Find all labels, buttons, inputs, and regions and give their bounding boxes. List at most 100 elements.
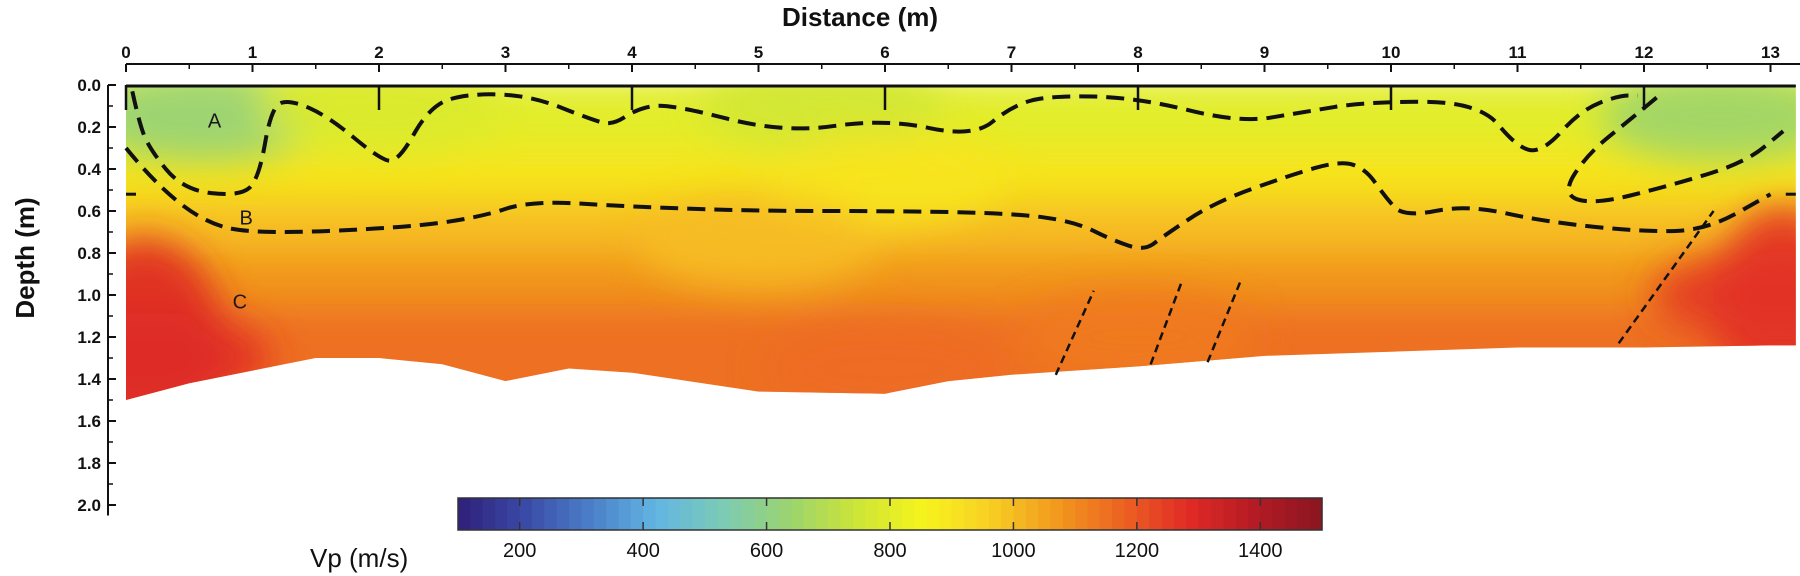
- colorbar-segment-49: [1062, 498, 1076, 530]
- colorbar-segment-41: [964, 498, 977, 530]
- y-axis-title: Depth (m): [10, 197, 40, 318]
- colorbar-segment-4: [507, 498, 521, 530]
- colorbar-segment-20: [704, 498, 718, 530]
- y-tick-label-8: 1.6: [77, 412, 101, 431]
- y-tick-label-6: 1.2: [77, 328, 101, 347]
- colorbar-segment-27: [791, 498, 805, 530]
- velocity-point-8: [765, 323, 1005, 400]
- colorbar-segment-53: [1112, 498, 1126, 530]
- colorbar-segment-45: [1013, 498, 1027, 530]
- colorbar-segment-29: [815, 498, 829, 530]
- colorbar-segment-52: [1099, 498, 1113, 530]
- x-tick-label-7: 7: [1007, 43, 1016, 62]
- colorbar-segment-13: [618, 498, 632, 530]
- colorbar-segment-19: [692, 498, 706, 530]
- colorbar-segment-57: [1161, 498, 1175, 530]
- colorbar-segment-62: [1223, 498, 1237, 530]
- fault-lines: [1054, 210, 1715, 376]
- velocity-point-4: [765, 134, 1005, 225]
- colorbar-tick-label-1: 400: [626, 540, 659, 562]
- axes: 0 1 2 3 4 5 6 7 8 9 10 11 12 13 0.00.20.40.60.81.01.2…: [77, 43, 1800, 516]
- colorbar-segment-44: [1001, 498, 1015, 530]
- colorbar-segment-30: [828, 498, 842, 530]
- colorbar-segment-69: [1309, 498, 1323, 530]
- y-tick-label-5: 1.0: [77, 286, 101, 305]
- colorbar-title: Vp (m/s): [310, 543, 408, 573]
- x-axis-ticks: 0 1 2 3 4 5 6 7 8 9 10 11 12 13: [121, 43, 1780, 72]
- colorbar-segment-67: [1284, 498, 1298, 530]
- colorbar-segment-50: [1075, 498, 1089, 530]
- x-tick-label-5: 5: [754, 43, 763, 62]
- y-tick-label-10: 2.0: [77, 496, 101, 515]
- colorbar-segment-33: [865, 498, 879, 530]
- colorbar-segment-47: [1038, 498, 1052, 530]
- fault-line-3: [1617, 210, 1715, 345]
- colorbar-segment-64: [1247, 498, 1261, 530]
- colorbar-segment-28: [803, 498, 817, 530]
- colorbar-segment-60: [1198, 498, 1212, 530]
- colorbar-segment-31: [840, 498, 854, 530]
- colorbar-segment-10: [581, 498, 595, 530]
- velocity-point-0: [126, 85, 322, 162]
- colorbar: 200 400 600 800 1000 1200 1400: [457, 497, 1323, 562]
- colorbar-segment-35: [890, 498, 903, 530]
- fault-line-1: [1149, 279, 1184, 365]
- x-tick-label-6: 6: [880, 43, 889, 62]
- x-tick-label-12: 12: [1635, 43, 1654, 62]
- colorbar-segment-40: [951, 498, 965, 530]
- interface-line-1: [1566, 96, 1785, 204]
- y-tick-label-9: 1.8: [77, 454, 101, 473]
- colorbar-segment-11: [593, 498, 607, 530]
- colorbar-segment-2: [482, 498, 496, 530]
- colorbar-tick-label-4: 1000: [991, 540, 1036, 562]
- colorbar-segment-17: [667, 498, 681, 530]
- colorbar-tick-label-0: 200: [503, 540, 536, 562]
- colorbar-segment-0: [458, 498, 471, 530]
- x-tick-label-2: 2: [374, 43, 383, 62]
- colorbar-segment-54: [1124, 498, 1138, 530]
- colorbar-segment-34: [877, 498, 891, 530]
- colorbar-segment-15: [643, 498, 657, 530]
- colorbar-segment-61: [1210, 498, 1224, 530]
- colorbar-segment-48: [1050, 498, 1064, 530]
- colorbar-segment-18: [680, 498, 694, 530]
- colorbar-segment-39: [939, 498, 953, 530]
- x-tick-label-13: 13: [1761, 43, 1780, 62]
- x-axis-title: Distance (m): [782, 2, 938, 32]
- x-tick-label-4: 4: [627, 43, 637, 62]
- colorbar-segment-14: [630, 498, 644, 530]
- colorbar-segment-38: [927, 498, 940, 530]
- colorbar-segment-12: [606, 498, 620, 530]
- layer-labels: A B C: [208, 111, 253, 314]
- x-tick-label-3: 3: [501, 43, 510, 62]
- colorbar-segment-63: [1235, 498, 1249, 530]
- colorbar-tick-label-6: 1400: [1238, 540, 1283, 562]
- velocity-section: [126, 85, 1796, 400]
- colorbar-segment-24: [754, 498, 768, 530]
- x-tick-label-10: 10: [1382, 43, 1401, 62]
- x-tick-label-8: 8: [1133, 43, 1142, 62]
- colorbar-segment-43: [988, 498, 1002, 530]
- colorbar-segment-9: [569, 498, 583, 530]
- velocity-edge-west: [126, 237, 225, 400]
- layer-interfaces: [124, 90, 1785, 250]
- colorbar-tick-label-5: 1200: [1115, 540, 1160, 562]
- colorbar-segment-16: [655, 498, 669, 530]
- x-tick-label-0: 0: [121, 43, 130, 62]
- x-tick-label-1: 1: [248, 43, 257, 62]
- receiver-markers: [124, 84, 1796, 196]
- y-tick-label-3: 0.6: [77, 202, 101, 221]
- colorbar-segment-8: [556, 498, 570, 530]
- colorbar-segment-68: [1297, 498, 1311, 530]
- velocity-point-1: [1599, 85, 1796, 162]
- layer-label-C: C: [233, 291, 247, 313]
- colorbar-segment-51: [1087, 498, 1101, 530]
- velocity-point-9: [1018, 292, 1258, 382]
- colorbar-segment-56: [1149, 498, 1163, 530]
- colorbar-segment-55: [1136, 498, 1150, 530]
- colorbar-segment-36: [902, 498, 916, 530]
- y-tick-label-1: 0.2: [77, 118, 101, 137]
- colorbar-segment-1: [470, 498, 484, 530]
- x-tick-label-9: 9: [1260, 43, 1269, 62]
- colorbar-segment-42: [976, 498, 990, 530]
